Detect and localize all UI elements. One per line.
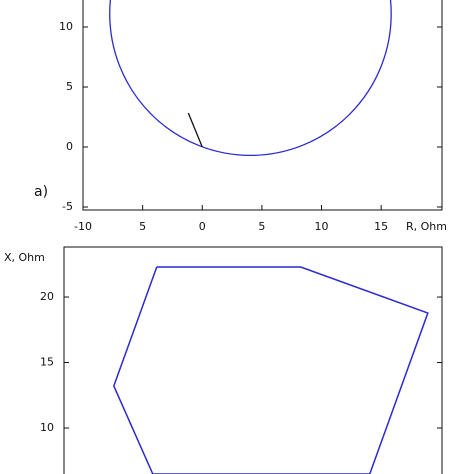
x-tick-label: 0 [199,220,206,233]
x-tick-label: 5 [258,220,265,233]
x-tick-label: 5 [139,220,146,233]
y-tick-label: -5 [62,200,73,213]
axes-frame [82,0,443,211]
y-tick-label: 10 [40,421,54,434]
y-tick-label: 10 [59,20,73,33]
polygon-line [112,266,429,474]
x-tick-label: -10 [74,220,92,233]
x-tick-label: 15 [374,220,388,233]
x-axis-label: R, Ohm [406,220,447,233]
y-tick-label: 20 [40,290,54,303]
locus-circle [109,0,392,157]
x-tick-label: 10 [315,220,329,233]
y-axis-label: X, Ohm [4,251,45,264]
axes-frame [63,246,443,474]
y-tick-label: 15 [40,356,54,369]
segment [187,112,203,148]
y-tick-label: 5 [66,80,73,93]
y-tick-label: 0 [66,140,73,153]
panel-label: a) [34,184,48,200]
